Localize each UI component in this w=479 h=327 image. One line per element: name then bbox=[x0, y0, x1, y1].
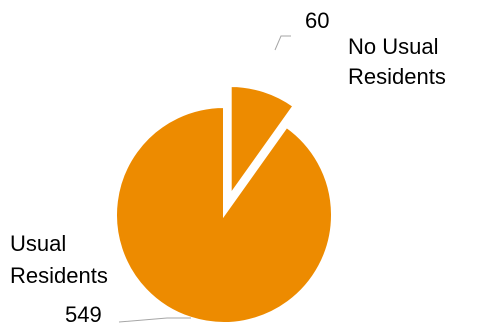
value-label-no-usual-residents: 60 bbox=[305, 8, 329, 33]
pie-slice-no-usual-residents bbox=[229, 85, 295, 198]
category-label-no-usual-residents-line1: No Usual bbox=[348, 34, 438, 59]
pie-slice-usual-residents bbox=[115, 105, 334, 324]
category-label-usual-residents-line2: Residents bbox=[10, 263, 108, 288]
leader-line-usual-residents bbox=[118, 317, 191, 323]
category-label-usual-residents-line1: Usual bbox=[10, 231, 66, 256]
category-label-no-usual-residents-line2: Residents bbox=[348, 64, 446, 89]
leader-line-no-usual-residents bbox=[274, 35, 291, 51]
value-label-usual-residents: 549 bbox=[65, 302, 102, 327]
